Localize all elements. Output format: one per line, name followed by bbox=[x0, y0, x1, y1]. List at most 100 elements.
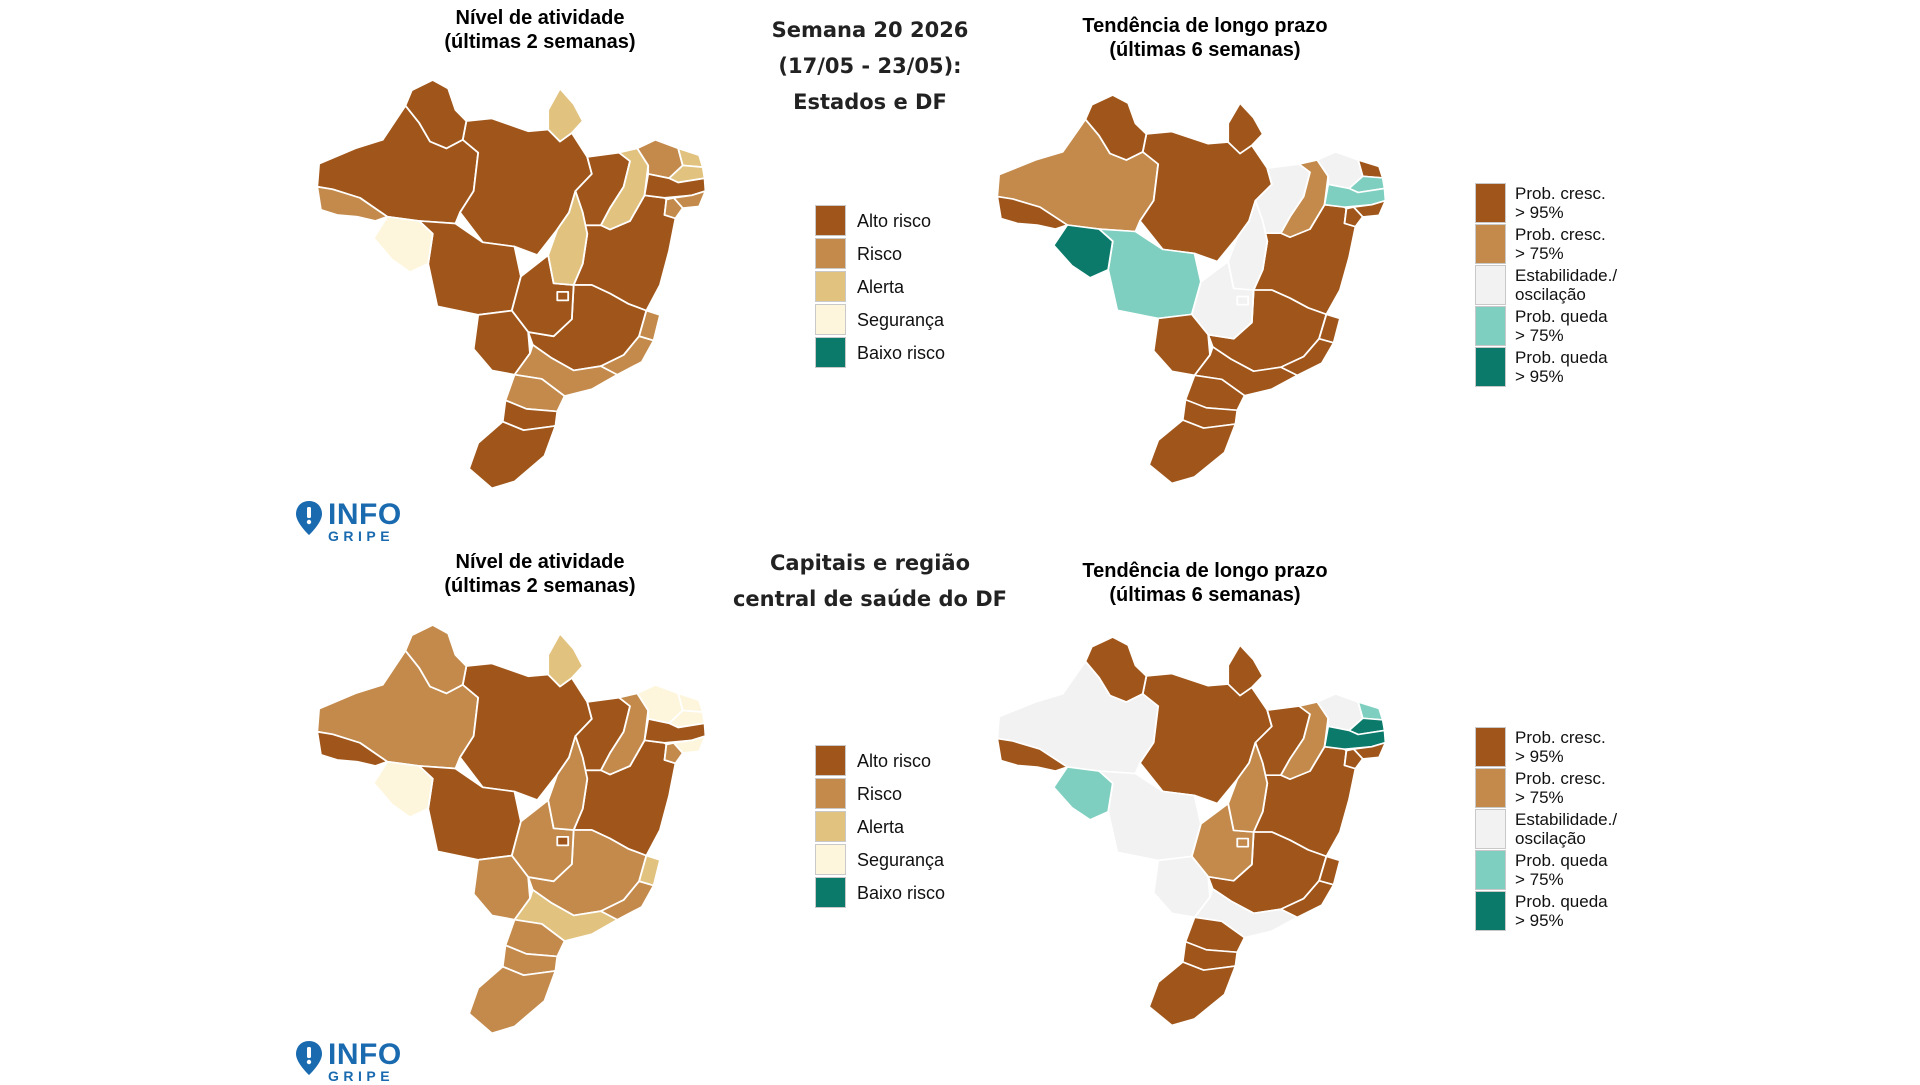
activity-map-title-line2: (últimas 2 semanas) bbox=[444, 575, 636, 597]
states-group bbox=[316, 79, 707, 490]
legend-label: Alerta bbox=[857, 816, 905, 837]
legend-item-baixo-risco: Baixo risco bbox=[815, 337, 945, 368]
activity-map-title-line1: Nível de atividade bbox=[455, 7, 625, 29]
long-term-trend-map bbox=[996, 94, 1387, 485]
legend-label-line1: Prob. queda bbox=[1515, 307, 1608, 326]
state-rn bbox=[677, 692, 704, 713]
legend-label: Alto risco bbox=[857, 750, 932, 771]
legend-label: Prob. queda > 95% bbox=[1515, 892, 1608, 930]
infogripe-logo: INFO GRIPE bbox=[295, 500, 402, 543]
legend-item-alto-risco: Alto risco bbox=[815, 745, 931, 776]
state-to bbox=[547, 190, 589, 286]
legend-swatch bbox=[815, 877, 846, 908]
map-pin-icon bbox=[296, 501, 322, 535]
legend-label-line1: Estabilidade./ bbox=[1515, 810, 1618, 829]
legend-label: Alerta bbox=[857, 276, 905, 297]
logo-text-gripe: GRIPE bbox=[328, 528, 395, 544]
legend-label: Baixo risco bbox=[857, 882, 946, 903]
legend-label-line2: oscilação bbox=[1515, 285, 1586, 304]
legend-item-prob-queda-75: Prob. queda > 75% bbox=[1475, 306, 1608, 346]
legend-label-line1: Estabilidade./ bbox=[1515, 266, 1618, 285]
states-group bbox=[996, 94, 1387, 485]
legend-swatch bbox=[815, 271, 846, 302]
legend-label-line2: > 95% bbox=[1515, 747, 1564, 766]
page-title: Semana 20 2026 (17/05 - 23/05): Estados … bbox=[680, 12, 1060, 120]
legend-label: Alto risco bbox=[857, 210, 932, 231]
legend-item-estabilidade: Estabilidade./oscilação bbox=[1475, 809, 1617, 849]
state-rj bbox=[1280, 337, 1335, 377]
legend-label-line2: oscilação bbox=[1515, 829, 1586, 848]
trend-map-title-line1: Tendência de longo prazo bbox=[1082, 560, 1328, 582]
legend-label: Prob. cresc. > 95% bbox=[1515, 728, 1606, 766]
state-rj bbox=[600, 335, 655, 376]
legend-swatch bbox=[815, 745, 846, 776]
state-ro bbox=[1052, 224, 1114, 279]
state-df bbox=[556, 835, 570, 847]
legend-item-prob-queda-95: Prob. queda > 95% bbox=[1475, 347, 1608, 387]
activity-level-map bbox=[316, 79, 707, 490]
section-title-line2: central de saúde do DF bbox=[732, 587, 1008, 611]
state-rn bbox=[1357, 701, 1384, 721]
state-rr bbox=[1084, 94, 1148, 161]
legend-swatch bbox=[1475, 850, 1506, 890]
legend-item-baixo-risco: Baixo risco bbox=[815, 877, 945, 908]
state-rs bbox=[1148, 419, 1237, 485]
legend-swatch bbox=[1475, 809, 1506, 849]
page-title-line2: (17/05 - 23/05): bbox=[778, 54, 962, 78]
state-rj bbox=[1280, 879, 1335, 919]
trend-map-title-line2: (últimas 6 semanas) bbox=[1109, 584, 1301, 606]
state-to bbox=[547, 735, 589, 831]
legend-item-estabilidade: Estabilidade./oscilação bbox=[1475, 265, 1617, 305]
legend-label-line2: > 75% bbox=[1515, 870, 1564, 889]
state-ap bbox=[1227, 102, 1264, 155]
logo-text-gripe: GRIPE bbox=[328, 1068, 395, 1084]
states-group bbox=[996, 636, 1387, 1027]
state-df bbox=[1236, 837, 1250, 848]
legend-label: Baixo risco bbox=[857, 342, 946, 363]
section-title: Capitais e região central de saúde do DF bbox=[680, 545, 1060, 617]
state-se bbox=[1343, 748, 1364, 770]
legend-label-line2: > 75% bbox=[1515, 788, 1564, 807]
legend-label: Risco bbox=[857, 783, 903, 804]
legend-item-alto-risco: Alto risco bbox=[815, 205, 931, 236]
trend-map-title: Tendência de longo prazo (últimas 6 sema… bbox=[995, 14, 1415, 62]
state-se bbox=[1343, 206, 1364, 228]
legend-swatch bbox=[1475, 891, 1506, 931]
legend-label: Prob. queda > 75% bbox=[1515, 851, 1608, 889]
legend-label: Prob. queda > 95% bbox=[1515, 348, 1608, 386]
logo-text-info: INFO bbox=[328, 1038, 402, 1071]
legend-swatch bbox=[815, 337, 846, 368]
panel-states: Nível de atividade (últimas 2 semanas) S… bbox=[0, 0, 1920, 543]
state-rr bbox=[1084, 636, 1148, 703]
legend-item-seguranca: Segurança bbox=[815, 304, 944, 335]
state-ap bbox=[547, 632, 584, 688]
legend-item-risco: Risco bbox=[815, 778, 902, 809]
state-ap bbox=[547, 87, 584, 143]
state-rr bbox=[404, 79, 468, 150]
legend-swatch bbox=[815, 778, 846, 809]
legend-item-alerta: Alerta bbox=[815, 271, 904, 302]
state-ro bbox=[372, 760, 434, 819]
activity-map-title: Nível de atividade (últimas 2 semanas) bbox=[330, 550, 750, 598]
infogripe-logo: INFO GRIPE bbox=[295, 1040, 402, 1083]
legend-label-line2: > 95% bbox=[1515, 911, 1564, 930]
activity-map-title: Nível de atividade (últimas 2 semanas) bbox=[330, 6, 750, 54]
legend-swatch bbox=[1475, 727, 1506, 767]
legend-label-line1: Prob. queda bbox=[1515, 892, 1608, 911]
state-df bbox=[556, 290, 570, 302]
long-term-trend-map bbox=[996, 636, 1387, 1027]
activity-legend: Alto risco Risco Alerta Segurança Baixo risc… bbox=[815, 205, 985, 370]
legend-label-line2: > 95% bbox=[1515, 367, 1564, 386]
trend-map-title: Tendência de longo prazo (últimas 6 sema… bbox=[995, 559, 1415, 607]
legend-label: Segurança bbox=[857, 849, 945, 870]
state-rr bbox=[404, 624, 468, 695]
trend-map-title-line1: Tendência de longo prazo bbox=[1082, 15, 1328, 37]
legend-swatch bbox=[815, 238, 846, 269]
state-rs bbox=[468, 965, 557, 1035]
logo-text-info: INFO bbox=[328, 498, 402, 531]
activity-map-title-line2: (últimas 2 semanas) bbox=[444, 31, 636, 53]
legend-label: Risco bbox=[857, 243, 903, 264]
state-ro bbox=[372, 215, 434, 274]
state-df bbox=[1236, 295, 1250, 306]
activity-map-title-line1: Nível de atividade bbox=[455, 551, 625, 573]
